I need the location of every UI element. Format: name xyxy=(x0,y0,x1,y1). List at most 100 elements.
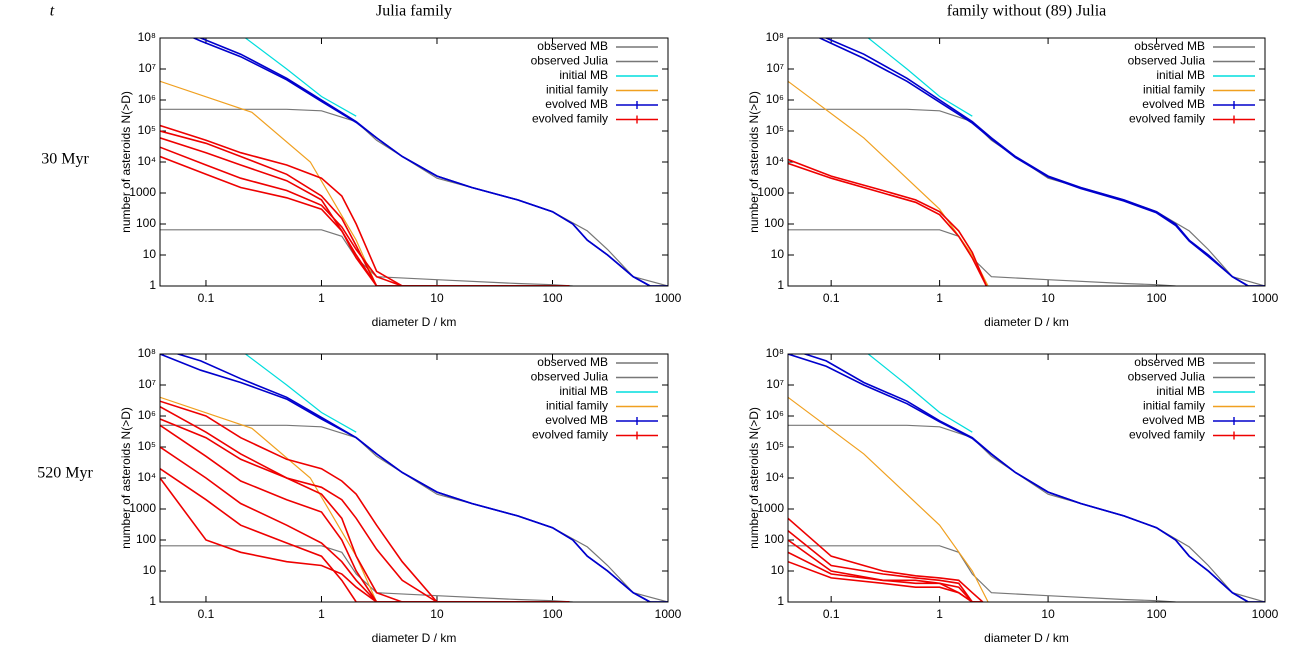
y-tick-label: 10⁸ xyxy=(138,30,156,44)
legend-label: initial MB xyxy=(1156,384,1205,398)
plot-frame xyxy=(159,37,669,287)
series-line xyxy=(788,551,983,602)
series-line xyxy=(160,137,570,286)
legend-label: initial family xyxy=(546,83,608,97)
series-line xyxy=(788,108,1265,286)
legend-label: initial MB xyxy=(559,68,608,82)
x-tick-label: 10 xyxy=(430,607,444,621)
x-tick-label: 100 xyxy=(1147,291,1167,305)
legend-label: evolved MB xyxy=(1142,413,1205,427)
legend-label: observed MB xyxy=(1134,355,1205,369)
x-tick-label: 0.1 xyxy=(198,607,215,621)
series-line xyxy=(788,158,988,286)
x-tick-label: 10 xyxy=(1041,291,1055,305)
legend-label: initial family xyxy=(1143,399,1205,413)
series-line xyxy=(160,146,570,286)
series-line xyxy=(160,229,573,286)
legend-label: evolved MB xyxy=(545,413,608,427)
x-tick-label: 1 xyxy=(936,607,943,621)
y-tick-label: 10⁵ xyxy=(138,439,156,453)
x-tick-label: 1000 xyxy=(655,291,682,305)
y-tick-label: 10⁶ xyxy=(766,408,784,422)
y-tick-label: 1 xyxy=(149,278,156,292)
x-tick-label: 0.1 xyxy=(198,291,215,305)
x-axis-label: diameter D / km xyxy=(984,315,1069,329)
legend-label: observed MB xyxy=(537,39,608,53)
x-tick-label: 100 xyxy=(542,607,562,621)
legend-label: observed Julia xyxy=(531,54,609,68)
y-tick-label: 10⁷ xyxy=(138,377,156,391)
legend-label: observed MB xyxy=(537,355,608,369)
series-line xyxy=(867,38,973,117)
y-tick-label: 1000 xyxy=(757,185,784,199)
x-tick-label: 100 xyxy=(1147,607,1167,621)
x-tick-label: 1 xyxy=(318,291,325,305)
series-line xyxy=(245,354,357,433)
x-axis-label: diameter D / km xyxy=(372,631,457,645)
chart-title: Julia family xyxy=(376,3,452,20)
x-tick-label: 0.1 xyxy=(823,607,840,621)
plot-area xyxy=(160,38,668,286)
corner-label: t xyxy=(50,3,55,20)
y-tick-label: 10⁷ xyxy=(138,61,156,75)
x-tick-label: 1 xyxy=(936,291,943,305)
series-line xyxy=(160,130,570,286)
y-tick-label: 10⁵ xyxy=(138,123,156,137)
y-tick-label: 10 xyxy=(143,247,157,261)
legend-label: observed Julia xyxy=(531,370,609,384)
x-tick-label: 100 xyxy=(542,291,562,305)
y-tick-label: 1000 xyxy=(757,501,784,515)
y-tick-label: 10 xyxy=(771,247,785,261)
plot-frame xyxy=(787,353,1266,603)
series-line xyxy=(160,400,570,602)
series-line xyxy=(817,38,1265,286)
y-tick-label: 100 xyxy=(764,216,784,230)
y-tick-label: 10⁷ xyxy=(766,61,784,75)
y-tick-label: 10⁴ xyxy=(765,470,784,484)
y-tick-label: 10⁶ xyxy=(138,408,156,422)
y-tick-label: 10⁶ xyxy=(138,92,156,106)
x-tick-label: 1 xyxy=(318,607,325,621)
plot-frame xyxy=(159,353,669,603)
y-tick-label: 10 xyxy=(771,563,785,577)
y-tick-label: 10⁸ xyxy=(766,30,784,44)
series-line xyxy=(788,517,984,602)
y-axis-label: number of asteroids N(>D) xyxy=(747,91,761,233)
y-tick-label: 1 xyxy=(777,278,784,292)
series-line xyxy=(160,396,378,602)
y-tick-label: 10⁷ xyxy=(766,377,784,391)
series-line xyxy=(160,406,570,602)
x-tick-label: 10 xyxy=(1041,607,1055,621)
y-axis-label: number of asteroids N(>D) xyxy=(119,407,133,549)
y-tick-label: 10⁶ xyxy=(766,92,784,106)
y-tick-label: 100 xyxy=(764,532,784,546)
legend-label: evolved family xyxy=(1129,428,1205,442)
x-tick-label: 10 xyxy=(430,291,444,305)
chart-title: family without (89) Julia xyxy=(947,3,1107,20)
y-tick-label: 10⁴ xyxy=(765,154,784,168)
y-tick-label: 1000 xyxy=(129,185,156,199)
y-tick-label: 10⁴ xyxy=(137,470,156,484)
row-label: 30 Myr xyxy=(41,151,89,168)
series-line xyxy=(245,38,357,117)
series-line xyxy=(788,545,1176,602)
y-tick-label: 10⁸ xyxy=(138,346,156,360)
series-line xyxy=(160,468,570,602)
y-tick-label: 10⁵ xyxy=(766,439,784,453)
legend-label: observed Julia xyxy=(1128,54,1206,68)
legend-label: evolved MB xyxy=(545,97,608,111)
series-line xyxy=(160,155,570,286)
legend-label: evolved MB xyxy=(1142,97,1205,111)
y-tick-label: 10 xyxy=(143,563,157,577)
y-tick-label: 1 xyxy=(777,594,784,608)
y-tick-label: 1000 xyxy=(129,501,156,515)
series-line xyxy=(867,354,973,433)
legend-label: observed MB xyxy=(1134,39,1205,53)
x-axis-label: diameter D / km xyxy=(372,315,457,329)
series-line xyxy=(788,354,1265,602)
series-line xyxy=(160,108,668,286)
series-line xyxy=(160,424,570,602)
series-line xyxy=(160,446,570,602)
series-line xyxy=(788,229,1176,286)
